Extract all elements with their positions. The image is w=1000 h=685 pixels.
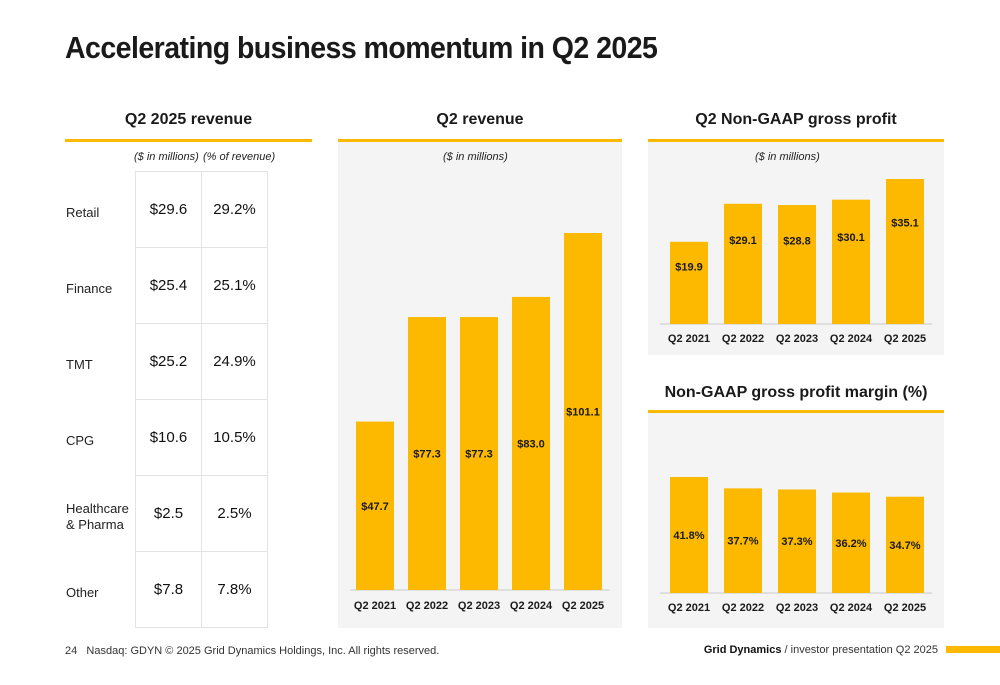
revenue-chart-title: Q2 revenue: [436, 111, 524, 128]
bar: [886, 179, 924, 324]
data-label: $29.1: [729, 235, 757, 247]
brand-name: Grid Dynamics: [703, 644, 782, 656]
table-row: $29.6 29.2%: [135, 171, 268, 248]
segment-revenue-value: $25.2: [135, 323, 202, 400]
data-label: 37.7%: [727, 536, 758, 548]
tick-label: Q2 2021: [354, 600, 396, 612]
data-label: 34.7%: [889, 540, 920, 552]
table-row: $25.2 24.9%: [135, 323, 268, 400]
data-label: $47.7: [361, 501, 389, 513]
revenue-chart-rule: [338, 139, 622, 142]
tick-label: Q2 2024: [510, 600, 553, 612]
segment-label: TMT: [66, 357, 93, 372]
segment-revenue-value: $29.6: [135, 171, 202, 248]
bar: [778, 205, 816, 324]
data-label: $77.3: [413, 449, 441, 461]
presentation-tagline: / investor presentation Q2 2025: [784, 644, 938, 656]
tick-label: Q2 2024: [830, 333, 873, 345]
segment-label: Other: [66, 585, 99, 600]
bar: [460, 317, 498, 590]
bar: [832, 199, 870, 324]
revenue-table-title: Q2 2025 revenue: [124, 111, 253, 128]
tick-label: Q2 2023: [458, 600, 500, 612]
segment-revenue-pct: 24.9%: [201, 323, 268, 400]
segment-revenue-pct: 7.8%: [201, 551, 268, 628]
revenue-col2-unit: (% of revenue): [203, 151, 276, 163]
table-row: $7.8 7.8%: [135, 551, 268, 628]
bar: [356, 421, 394, 590]
segment-revenue-pct: 2.5%: [201, 475, 268, 552]
bar: [408, 317, 446, 590]
tick-label: Q2 2022: [406, 600, 448, 612]
footer-accent-bar: [946, 646, 1000, 653]
data-label: 37.3%: [781, 536, 812, 548]
table-row: $10.6 10.5%: [135, 399, 268, 476]
gross-profit-chart-title: Q2 Non-GAAP gross profit: [695, 111, 897, 128]
segment-revenue-value: $7.8: [135, 551, 202, 628]
margin-chart: 41.8% Q2 2021 37.7% Q2 2022 37.3% Q2 2023 36.2…: [660, 477, 932, 614]
bar: [724, 488, 762, 593]
segment-label: CPG: [66, 433, 95, 448]
revenue-table: $29.6 29.2% $25.4 25.1% $25.2 24.9% $10.6 10.5%…: [135, 171, 268, 628]
bar: [778, 489, 816, 593]
data-label: $30.1: [837, 232, 865, 244]
tick-label: Q2 2023: [776, 602, 818, 614]
gross-profit-chart-rule: [648, 139, 944, 142]
segment-revenue-value: $2.5: [135, 475, 202, 552]
page-number: 24: [65, 645, 78, 657]
bar: [512, 296, 550, 590]
data-label: 36.2%: [835, 538, 866, 550]
tick-label: Q2 2023: [776, 333, 818, 345]
data-label: $77.3: [465, 449, 493, 461]
margin-chart-rule: [648, 410, 944, 413]
segment-revenue-value: $10.6: [135, 399, 202, 476]
data-label: $83.0: [517, 438, 545, 450]
bar: [670, 477, 708, 593]
bar: [832, 492, 870, 593]
segment-revenue-value: $25.4: [135, 247, 202, 324]
segment-revenue-pct: 25.1%: [201, 247, 268, 324]
revenue-chart: $47.7 Q2 2021 $77.3 Q2 2022 $77.3 Q2 2023 $83.…: [350, 233, 610, 612]
page-title: Accelerating business momentum in Q2 202…: [65, 30, 658, 65]
data-label: 41.8%: [673, 530, 704, 542]
segment-label: Finance: [66, 281, 113, 296]
gross-profit-chart: $19.9 Q2 2021 $29.1 Q2 2022 $28.8 Q2 2023 $30.…: [660, 179, 932, 345]
bar: [886, 496, 924, 593]
gross-profit-chart-unit: ($ in millions): [755, 151, 820, 163]
segment-revenue-pct: 10.5%: [201, 399, 268, 476]
legal-text: Nasdaq: GDYN © 2025 Grid Dynamics Holdin…: [86, 645, 440, 657]
bar: [724, 203, 762, 324]
table-row: $2.5 2.5%: [135, 475, 268, 552]
tick-label: Q2 2025: [884, 602, 926, 614]
segment-label: Retail: [66, 205, 100, 220]
segment-revenue-pct: 29.2%: [201, 171, 268, 248]
bar: [670, 241, 708, 324]
tick-label: Q2 2025: [884, 333, 926, 345]
revenue-table-rule: [65, 139, 312, 142]
data-label: $101.1: [566, 407, 600, 419]
segment-label: Healthcare & Pharma: [66, 501, 129, 532]
data-label: $28.8: [783, 236, 811, 248]
footer-legal: 24 Nasdaq: GDYN © 2025 Grid Dynamics Hol…: [65, 645, 439, 657]
footer-brand: Grid Dynamics / investor presentation Q2…: [704, 644, 938, 656]
revenue-chart-unit: ($ in millions): [443, 151, 508, 163]
table-row: $25.4 25.1%: [135, 247, 268, 324]
data-label: $35.1: [891, 218, 919, 230]
revenue-col1-unit: ($ in millions): [134, 151, 199, 163]
tick-label: Q2 2024: [830, 602, 873, 614]
tick-label: Q2 2022: [722, 602, 764, 614]
tick-label: Q2 2025: [562, 600, 604, 612]
tick-label: Q2 2021: [668, 333, 710, 345]
tick-label: Q2 2022: [722, 333, 764, 345]
bar: [564, 233, 602, 590]
data-label: $19.9: [675, 261, 703, 273]
tick-label: Q2 2021: [668, 602, 710, 614]
margin-chart-title: Non-GAAP gross profit margin (%): [664, 384, 928, 401]
